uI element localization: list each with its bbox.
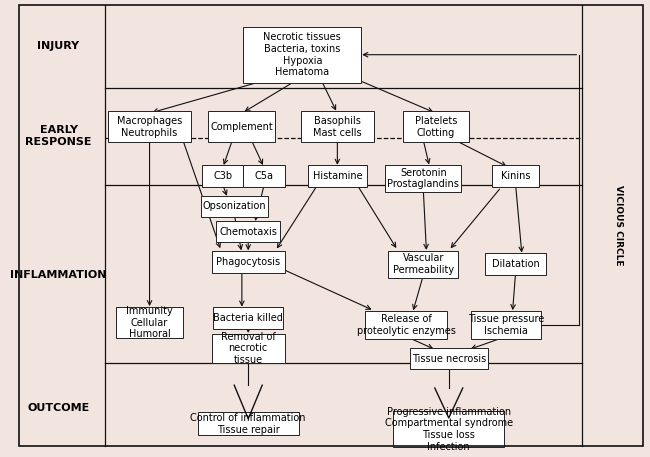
Text: INFLAMMATION: INFLAMMATION [10, 270, 107, 280]
FancyBboxPatch shape [388, 250, 458, 277]
FancyBboxPatch shape [202, 165, 244, 187]
Text: C5a: C5a [255, 171, 274, 181]
FancyBboxPatch shape [365, 311, 447, 339]
Text: Complement: Complement [211, 122, 273, 132]
FancyBboxPatch shape [301, 111, 374, 143]
FancyBboxPatch shape [471, 311, 541, 339]
Text: Removal of
necrotic
tissue: Removal of necrotic tissue [221, 332, 276, 365]
FancyBboxPatch shape [108, 111, 191, 143]
FancyBboxPatch shape [385, 165, 461, 192]
FancyBboxPatch shape [198, 412, 298, 436]
FancyBboxPatch shape [212, 334, 285, 363]
Text: Macrophages
Neutrophils: Macrophages Neutrophils [117, 116, 182, 138]
FancyBboxPatch shape [212, 251, 285, 272]
FancyBboxPatch shape [201, 196, 268, 217]
Text: Phagocytosis: Phagocytosis [216, 257, 280, 267]
FancyBboxPatch shape [402, 111, 469, 143]
Text: Vascular
Permeability: Vascular Permeability [393, 253, 454, 275]
FancyBboxPatch shape [209, 111, 276, 143]
FancyBboxPatch shape [216, 222, 280, 242]
Text: Release of
proteolytic enzymes: Release of proteolytic enzymes [357, 314, 456, 335]
Text: Platelets
Clotting: Platelets Clotting [415, 116, 457, 138]
Text: Tissue necrosis: Tissue necrosis [411, 354, 486, 363]
Text: Serotonin
Prostaglandins: Serotonin Prostaglandins [387, 168, 460, 189]
FancyBboxPatch shape [308, 165, 367, 187]
Text: Immunity
Cellular
Humoral: Immunity Cellular Humoral [126, 306, 173, 339]
FancyBboxPatch shape [244, 27, 361, 83]
FancyBboxPatch shape [492, 165, 540, 187]
Text: Control of inflammation
Tissue repair: Control of inflammation Tissue repair [190, 413, 306, 435]
Text: EARLY
RESPONSE: EARLY RESPONSE [25, 125, 92, 147]
Text: Bacteria killed: Bacteria killed [213, 313, 283, 323]
FancyBboxPatch shape [244, 165, 285, 187]
Text: Opsonization: Opsonization [202, 202, 266, 212]
Text: Basophils
Mast cells: Basophils Mast cells [313, 116, 361, 138]
Text: Kinins: Kinins [501, 171, 530, 181]
Text: OUTCOME: OUTCOME [27, 403, 90, 413]
FancyBboxPatch shape [486, 253, 546, 275]
Text: Chemotaxis: Chemotaxis [219, 227, 277, 237]
Text: Progressive inflammation
Compartmental syndrome
Tissue loss
Infection: Progressive inflammation Compartmental s… [385, 407, 513, 452]
Text: Dilatation: Dilatation [492, 259, 540, 269]
FancyBboxPatch shape [213, 307, 283, 329]
Text: Necrotic tissues
Bacteria, toxins
Hypoxia
Hematoma: Necrotic tissues Bacteria, toxins Hypoxi… [263, 32, 341, 77]
Text: INJURY: INJURY [38, 41, 79, 51]
Text: Tissue pressure
Ischemia: Tissue pressure Ischemia [468, 314, 544, 335]
FancyBboxPatch shape [116, 307, 183, 338]
Text: C3b: C3b [213, 171, 232, 181]
FancyBboxPatch shape [393, 411, 504, 447]
Text: Histamine: Histamine [313, 171, 362, 181]
FancyBboxPatch shape [410, 348, 488, 369]
Text: VICIOUS CIRCLE: VICIOUS CIRCLE [614, 186, 623, 266]
